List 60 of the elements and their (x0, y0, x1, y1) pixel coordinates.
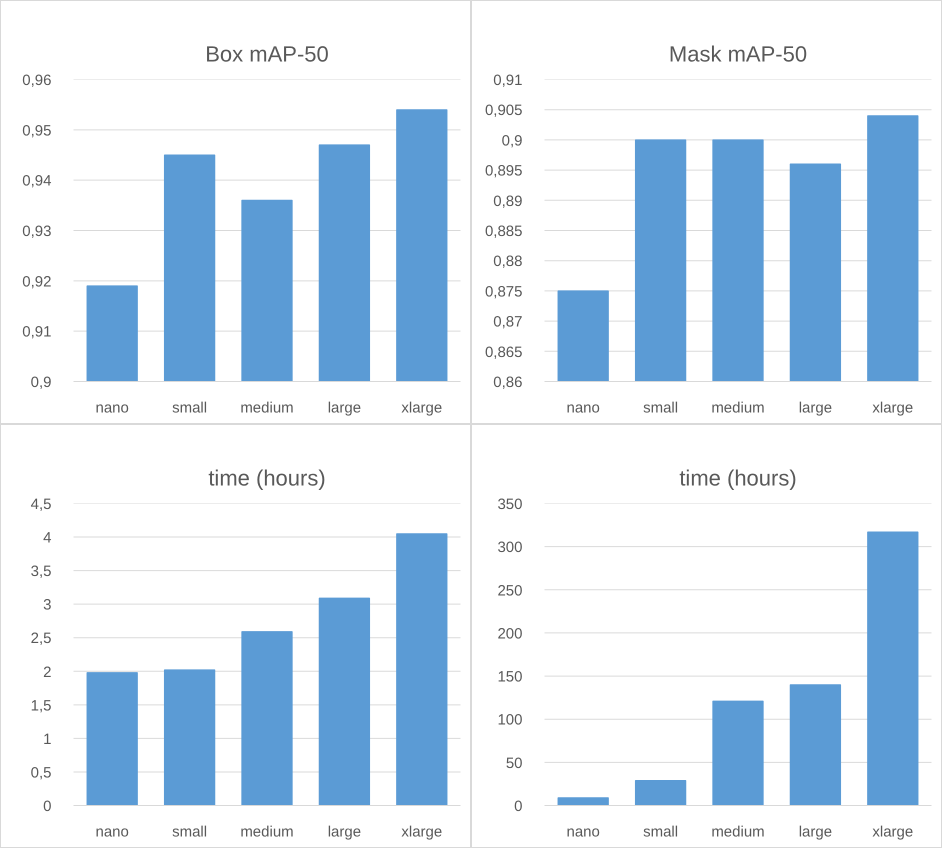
y-tick-label: 0 (514, 798, 522, 815)
y-tick-label: 0,91 (22, 324, 52, 341)
chart-title: time (hours) (208, 466, 326, 490)
y-tick-label: 2,5 (30, 630, 52, 648)
y-tick-label: 4 (43, 530, 52, 547)
y-tick-label: 250 (497, 582, 523, 600)
chart-title: Mask mAP-50 (668, 42, 808, 66)
y-tick-label: 0,87 (493, 314, 523, 331)
y-tick-label: 0,9 (502, 132, 523, 150)
chart-title: Box mAP-50 (205, 42, 329, 66)
y-tick-label: 350 (497, 496, 523, 513)
y-tick-label: 0,865 (484, 344, 523, 361)
y-tick-label: 0,91 (493, 72, 523, 89)
x-tick-label: small (172, 824, 208, 840)
chart-title: time (hours) (679, 466, 797, 490)
x-tick-label: medium (711, 400, 765, 416)
y-tick-label: 0,9 (30, 374, 52, 391)
x-tick-label: medium (711, 824, 765, 840)
y-tick-label: 3 (43, 596, 52, 614)
y-tick-label: 0,92 (22, 273, 52, 290)
x-tick-label: small (643, 400, 678, 416)
x-tick-label: xlarge (872, 824, 914, 840)
x-tick-label: large (328, 400, 362, 416)
x-tick-label: nano (96, 824, 129, 840)
y-tick-label: 2 (43, 664, 52, 681)
y-tick-label: 0,96 (22, 72, 52, 89)
y-tick-label: 0,94 (22, 172, 52, 190)
x-tick-label: xlarge (401, 824, 442, 840)
y-tick-label: 0,88 (493, 253, 523, 270)
x-tick-label: medium (240, 824, 294, 840)
y-tick-label: 200 (497, 625, 523, 642)
x-tick-label: nano (96, 400, 129, 416)
y-tick-label: 0,86 (493, 374, 523, 391)
x-tick-label: xlarge (872, 400, 914, 416)
y-tick-label: 100 (497, 712, 523, 729)
x-tick-label: large (328, 824, 362, 840)
y-tick-label: 4,5 (30, 496, 52, 513)
y-tick-label: 150 (497, 668, 523, 686)
y-tick-label: 50 (506, 754, 523, 772)
x-tick-label: small (643, 824, 678, 840)
x-tick-label: nano (566, 824, 600, 840)
y-tick-label: 1 (43, 730, 52, 748)
y-tick-label: 0,5 (30, 764, 52, 782)
y-tick-label: 0 (43, 798, 52, 815)
x-tick-label: medium (240, 400, 294, 416)
y-tick-label: 0,875 (484, 283, 523, 300)
y-tick-label: 1,5 (30, 697, 52, 714)
x-tick-label: xlarge (401, 400, 442, 416)
x-tick-label: large (798, 824, 832, 840)
y-tick-label: 0,905 (484, 102, 523, 120)
y-tick-label: 0,89 (493, 192, 523, 210)
x-tick-label: nano (566, 400, 600, 416)
y-tick-label: 0,885 (484, 223, 523, 240)
y-tick-label: 0,895 (484, 162, 523, 180)
y-tick-label: 0,93 (22, 223, 52, 240)
x-tick-label: large (798, 400, 832, 416)
y-tick-label: 0,95 (22, 122, 52, 140)
y-tick-label: 300 (497, 539, 523, 556)
x-tick-label: small (172, 400, 208, 416)
y-tick-label: 3,5 (30, 563, 52, 580)
